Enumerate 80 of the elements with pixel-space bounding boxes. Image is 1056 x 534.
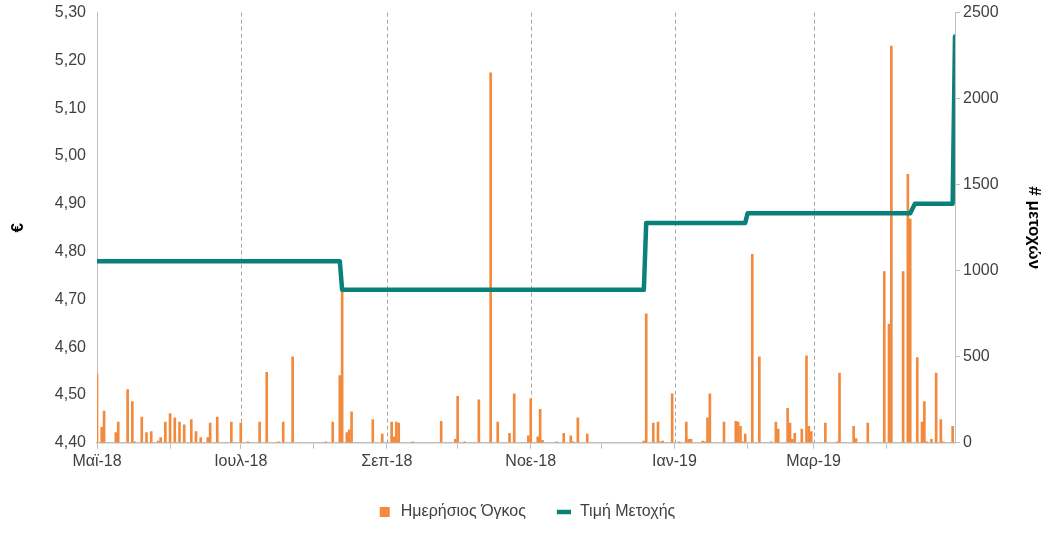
- y-tick-label: 5,10: [54, 98, 87, 116]
- y-tick-label: 5,30: [54, 3, 87, 21]
- bar: [512, 393, 516, 443]
- bar: [331, 421, 335, 443]
- y2-tick-label: 2500: [963, 3, 999, 21]
- bar: [265, 371, 269, 443]
- bar: [390, 421, 393, 443]
- y-tick-label: 4,40: [54, 433, 87, 451]
- bar: [116, 421, 120, 443]
- bar: [915, 357, 919, 443]
- legend-label: Τιμή Μετοχής: [579, 502, 676, 520]
- bar: [569, 435, 573, 443]
- bar: [508, 433, 511, 443]
- y2-tick-label: 500: [963, 347, 990, 365]
- bar: [178, 421, 181, 443]
- bar: [215, 416, 219, 443]
- y-tick-label: 4,60: [54, 337, 87, 355]
- bar: [182, 424, 186, 443]
- bar: [805, 355, 808, 443]
- bar: [852, 426, 855, 443]
- y-tick-label: 4,80: [54, 242, 87, 260]
- y-tick-label: 5,00: [54, 146, 87, 164]
- bar: [644, 313, 648, 443]
- bar: [149, 431, 153, 443]
- bar: [739, 426, 742, 443]
- y2-tick-label: 0: [963, 433, 972, 451]
- y2-tick-label: 1500: [963, 175, 999, 193]
- bar: [145, 432, 148, 443]
- bar: [651, 422, 655, 443]
- bar: [281, 421, 285, 443]
- y2-axis-title: # μετοχών: [1025, 186, 1045, 270]
- bar: [380, 433, 384, 443]
- x-tick-label: Νοε-18: [505, 451, 557, 469]
- bar: [126, 389, 129, 443]
- x-tick-label: Ιαν-19: [652, 451, 698, 469]
- bar: [684, 421, 688, 443]
- y-tick-label: 4,90: [54, 194, 87, 212]
- y-tick-label: 4,70: [54, 289, 87, 307]
- bar: [793, 433, 797, 443]
- bar: [923, 401, 926, 443]
- bar: [140, 416, 144, 443]
- bar: [800, 428, 804, 443]
- bar: [489, 72, 492, 443]
- bar: [786, 408, 789, 443]
- bar: [529, 398, 533, 443]
- bar: [291, 356, 294, 443]
- bar: [350, 411, 353, 443]
- bar: [173, 417, 177, 443]
- x-tick-label: Ιουλ-18: [214, 451, 268, 469]
- bar: [131, 401, 134, 443]
- bar: [230, 421, 233, 443]
- x-tick-label: Μαϊ-18: [72, 451, 122, 469]
- bar: [189, 419, 193, 443]
- y-tick-label: 4,50: [54, 385, 87, 403]
- legend-label: Ημερήσιος Όγκος: [400, 502, 527, 520]
- x-tick-label: Μαρ-19: [786, 451, 842, 469]
- bar: [890, 45, 893, 443]
- bar: [824, 422, 827, 443]
- bar: [951, 426, 954, 443]
- bar: [882, 271, 886, 443]
- bar: [838, 372, 841, 443]
- bar: [585, 433, 589, 443]
- bar: [164, 421, 167, 443]
- y-axis-title: €: [7, 222, 27, 233]
- bar: [258, 421, 261, 443]
- bar: [930, 439, 933, 443]
- bar: [758, 356, 761, 443]
- bar: [456, 396, 459, 443]
- bar: [866, 422, 870, 443]
- bar: [496, 421, 500, 443]
- bar: [562, 433, 566, 443]
- bar: [750, 254, 754, 443]
- bar: [199, 437, 203, 443]
- y-tick-label: 5,20: [54, 50, 87, 68]
- y2-tick-label: 2000: [963, 89, 999, 107]
- bar: [239, 422, 243, 443]
- x-tick-label: Σεπ-18: [361, 451, 413, 469]
- y2-tick-label: 1000: [963, 261, 999, 279]
- bar: [743, 433, 747, 443]
- bar: [371, 419, 375, 443]
